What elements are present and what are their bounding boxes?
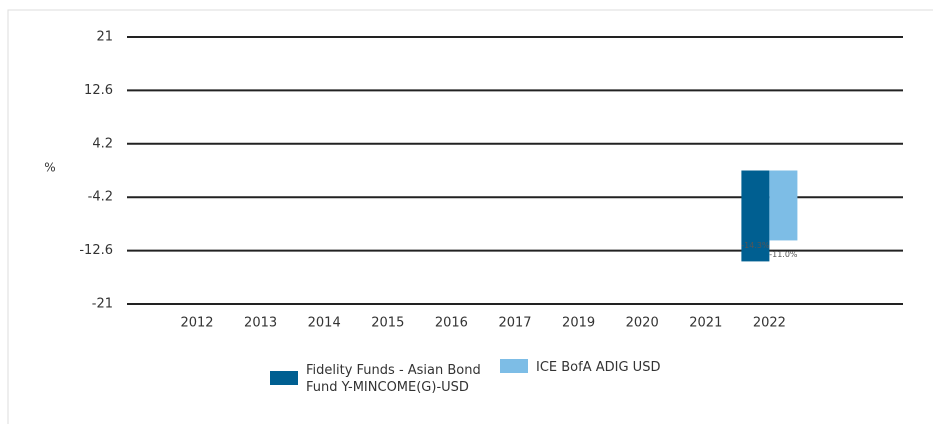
x-tick-label: 2013 <box>244 316 277 331</box>
value-label: -14.3% <box>741 241 770 250</box>
x-tick-label: 2015 <box>371 316 404 331</box>
y-axis-label: % <box>44 161 55 175</box>
y-tick-label: 4.2 <box>92 136 113 151</box>
legend-label: Fidelity Funds - Asian Bond Fund Y-MINCO… <box>306 363 481 395</box>
legend-item: ICE BofA ADIG USD <box>500 359 660 376</box>
y-tick-label: 12.6 <box>84 83 113 98</box>
x-tick-label: 2019 <box>562 316 595 331</box>
legend-item: Fidelity Funds - Asian Bond Fund Y-MINCO… <box>270 362 491 396</box>
value-label: -11.0% <box>769 250 798 259</box>
frame <box>7 9 933 424</box>
x-tick-label: 2014 <box>308 316 341 331</box>
bar <box>741 170 770 262</box>
x-tick-label: 2021 <box>689 316 722 331</box>
legend-swatch <box>500 359 528 373</box>
x-tick-label: 2017 <box>498 316 531 331</box>
y-tick-label: -21 <box>92 297 113 312</box>
y-tick-label: -12.6 <box>79 243 113 258</box>
x-tick-label: 2022 <box>753 316 786 331</box>
y-tick-label: -4.2 <box>88 190 113 205</box>
bar <box>769 170 798 241</box>
y-tick-label: 21 <box>96 30 113 45</box>
x-tick-label: 2016 <box>435 316 468 331</box>
legend-swatch <box>270 371 298 385</box>
legend-label: ICE BofA ADIG USD <box>536 360 661 375</box>
x-tick-label: 2020 <box>626 316 659 331</box>
x-tick-label: 2012 <box>180 316 213 331</box>
